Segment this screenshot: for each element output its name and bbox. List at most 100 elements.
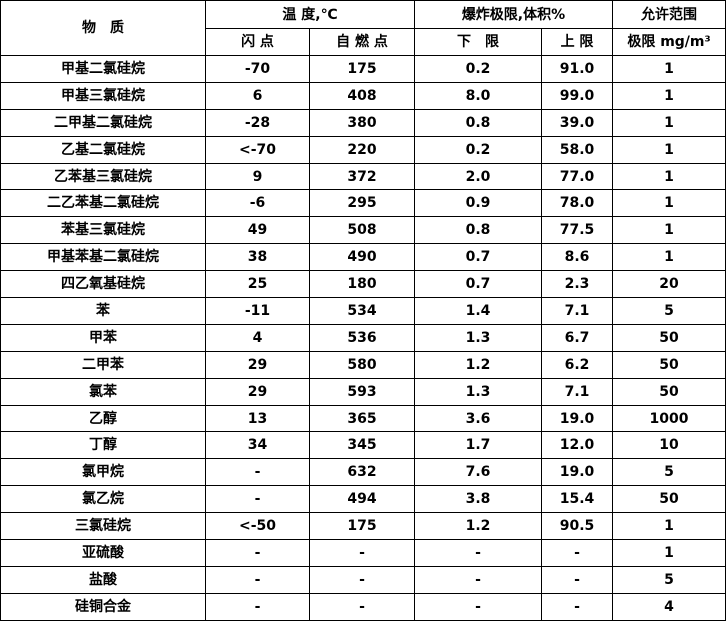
cell-allowed-limit: 5 xyxy=(612,565,726,594)
cell-autoignition: 494 xyxy=(309,485,415,514)
cell-allowed-limit: 1 xyxy=(612,539,726,567)
cell-allowed-limit: 20 xyxy=(612,270,726,299)
cell-upper-limit: 39.0 xyxy=(541,108,613,137)
cell-allowed-limit: 50 xyxy=(612,377,726,406)
table-row: 三氯硅烷 <-50 175 1.2 90.5 1 xyxy=(0,512,726,541)
cell-autoignition: 534 xyxy=(309,297,415,325)
cell-substance: 盐酸 xyxy=(0,565,206,594)
table-row: 苯 -11 534 1.4 7.1 5 xyxy=(0,297,726,325)
cell-upper-limit: 7.1 xyxy=(541,377,613,406)
cell-substance: 亚硫酸 xyxy=(0,539,206,567)
cell-autoignition: 220 xyxy=(309,135,415,164)
cell-flash-point: 4 xyxy=(205,323,310,352)
cell-lower-limit: 1.7 xyxy=(414,431,542,460)
cell-upper-limit: 90.5 xyxy=(541,512,613,541)
cell-allowed-limit: 1 xyxy=(612,135,726,164)
cell-upper-limit: 77.0 xyxy=(541,162,613,191)
cell-allowed-limit: 50 xyxy=(612,323,726,352)
cell-allowed-limit: 1 xyxy=(612,108,726,137)
cell-substance: 氯乙烷 xyxy=(0,485,206,514)
cell-flash-point: -11 xyxy=(205,297,310,325)
cell-flash-point: - xyxy=(205,485,310,514)
cell-allowed-limit: 50 xyxy=(612,485,726,514)
cell-upper-limit: - xyxy=(541,539,613,567)
cell-substance: 二乙苯基二氯硅烷 xyxy=(0,189,206,218)
cell-autoignition: 295 xyxy=(309,189,415,218)
cell-autoignition: 175 xyxy=(309,512,415,541)
cell-substance: 三氯硅烷 xyxy=(0,512,206,541)
cell-upper-limit: 19.0 xyxy=(541,404,613,433)
cell-substance: 氯甲烷 xyxy=(0,458,206,487)
cell-lower-limit: 3.8 xyxy=(414,485,542,514)
header-limit-unit: 极限 mg/m³ xyxy=(612,28,726,56)
cell-autoignition: - xyxy=(309,592,415,621)
cell-flash-point: -28 xyxy=(205,108,310,137)
table-row: 乙醇 13 365 3.6 19.0 1000 xyxy=(0,404,726,433)
table-row: 氯苯 29 593 1.3 7.1 50 xyxy=(0,377,726,406)
cell-upper-limit: 77.5 xyxy=(541,216,613,245)
cell-lower-limit: 0.7 xyxy=(414,270,542,299)
cell-lower-limit: 1.2 xyxy=(414,512,542,541)
cell-lower-limit: - xyxy=(414,592,542,621)
table-row: 苯基三氯硅烷 49 508 0.8 77.5 1 xyxy=(0,216,726,245)
cell-flash-point: 29 xyxy=(205,350,310,379)
cell-upper-limit: - xyxy=(541,565,613,594)
cell-upper-limit: - xyxy=(541,592,613,621)
cell-lower-limit: 0.7 xyxy=(414,243,542,272)
cell-autoignition: 536 xyxy=(309,323,415,352)
header-allowed-range: 允许范围 xyxy=(612,0,726,29)
cell-flash-point: - xyxy=(205,458,310,487)
cell-substance: 甲苯 xyxy=(0,323,206,352)
cell-autoignition: 372 xyxy=(309,162,415,191)
cell-allowed-limit: 10 xyxy=(612,431,726,460)
cell-autoignition: 175 xyxy=(309,55,415,83)
cell-autoignition: 632 xyxy=(309,458,415,487)
subheader-row: 闪 点 自 燃 点 下 限 上 限 极限 mg/m³ xyxy=(1,28,726,56)
cell-allowed-limit: 5 xyxy=(612,458,726,487)
cell-substance: 甲基三氯硅烷 xyxy=(0,81,206,110)
cell-lower-limit: 8.0 xyxy=(414,81,542,110)
cell-lower-limit: 1.2 xyxy=(414,350,542,379)
cell-upper-limit: 58.0 xyxy=(541,135,613,164)
cell-autoignition: 180 xyxy=(309,270,415,299)
cell-autoignition: - xyxy=(309,565,415,594)
cell-substance: 四乙氧基硅烷 xyxy=(0,270,206,299)
cell-flash-point: 6 xyxy=(205,81,310,110)
cell-autoignition: 580 xyxy=(309,350,415,379)
cell-lower-limit: 0.8 xyxy=(414,216,542,245)
cell-substance: 甲基二氯硅烷 xyxy=(0,55,206,83)
cell-flash-point: - xyxy=(205,565,310,594)
cell-upper-limit: 6.2 xyxy=(541,350,613,379)
table-row: 甲基三氯硅烷 6 408 8.0 99.0 1 xyxy=(0,81,726,110)
cell-upper-limit: 99.0 xyxy=(541,81,613,110)
cell-flash-point: <-50 xyxy=(205,512,310,541)
cell-flash-point: 29 xyxy=(205,377,310,406)
cell-upper-limit: 8.6 xyxy=(541,243,613,272)
cell-flash-point: -70 xyxy=(205,55,310,83)
header-explosion-limit: 爆炸极限,体积% xyxy=(414,0,613,29)
cell-substance: 乙苯基三氯硅烷 xyxy=(0,162,206,191)
cell-lower-limit: 1.3 xyxy=(414,377,542,406)
table-row: 氯甲烷 -632 7.6 19.0 5 xyxy=(0,458,726,487)
cell-substance: 丁醇 xyxy=(0,431,206,460)
cell-substance: 苯基三氯硅烷 xyxy=(0,216,206,245)
cell-allowed-limit: 1000 xyxy=(612,404,726,433)
table-row: 亚硫酸 - - - -1 xyxy=(0,539,726,567)
cell-substance: 氯苯 xyxy=(0,377,206,406)
cell-lower-limit: 7.6 xyxy=(414,458,542,487)
table-row: 乙基二氯硅烷 <-70 220 0.2 58.0 1 xyxy=(0,135,726,164)
cell-allowed-limit: 1 xyxy=(612,55,726,83)
cell-autoignition: 345 xyxy=(309,431,415,460)
table-row: 甲苯 4 536 1.3 6.7 50 xyxy=(0,323,726,352)
cell-autoignition: - xyxy=(309,539,415,567)
cell-lower-limit: 3.6 xyxy=(414,404,542,433)
cell-flash-point: 9 xyxy=(205,162,310,191)
cell-allowed-limit: 1 xyxy=(612,81,726,110)
cell-flash-point: 38 xyxy=(205,243,310,272)
cell-substance: 二甲苯 xyxy=(0,350,206,379)
header-row: 物 质 温 度,℃ 爆炸极限,体积% 允许范围 xyxy=(0,0,726,56)
table-row: 乙苯基三氯硅烷 9 372 2.0 77.0 1 xyxy=(0,162,726,191)
cell-allowed-limit: 4 xyxy=(612,592,726,621)
table-row: 甲基二氯硅烷 -70 175 0.2 91.0 1 xyxy=(0,55,726,83)
cell-flash-point: -6 xyxy=(205,189,310,218)
